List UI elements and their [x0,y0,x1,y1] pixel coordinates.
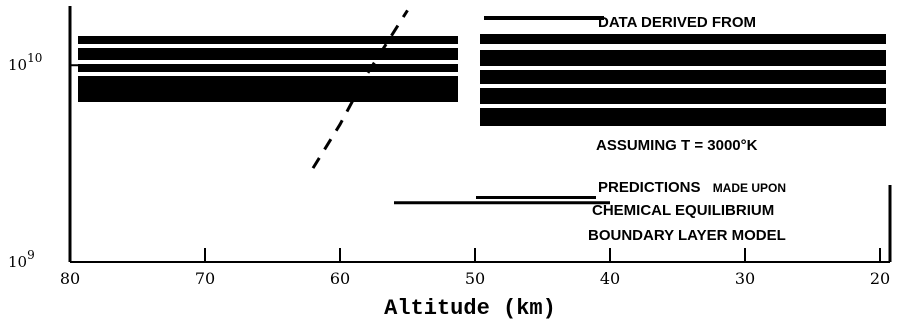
scan-artifacts [78,16,886,199]
legend: DATA DERIVED FROM ASSUMING T = 3000°K PR… [588,14,786,244]
legend-entry-0: DATA DERIVED FROM [598,14,756,31]
x-tick-label: 20 [870,269,890,288]
y-tick-label: 109 [8,248,35,271]
series-layer [311,9,610,205]
x-tick-label: 30 [735,269,755,288]
y-tick-label: 1010 [8,51,42,74]
x-tick-label: 80 [60,269,80,288]
y-tick-exponent: 10 [27,51,42,65]
legend-entry-2: PREDICTIONS MADE UPON [598,179,786,196]
x-ticks: 80 70 60 50 40 30 20 [60,248,890,288]
x-tick-label: 50 [465,269,485,288]
series-line-0 [311,9,409,169]
x-tick-label: 70 [195,269,215,288]
y-tick-exponent: 9 [27,248,35,262]
legend-entry-2-small: MADE UPON [713,181,786,195]
x-tick-label: 40 [600,269,620,288]
legend-entry-4: BOUNDARY LAYER MODEL [588,227,786,244]
legend-entry-2-main: PREDICTIONS [598,179,701,196]
x-tick-label: 60 [330,269,350,288]
legend-entry-1: ASSUMING T = 3000°K [596,137,758,154]
legend-entry-3: CHEMICAL EQUILIBRIUM [592,202,774,219]
x-axis-title: Altitude (km) [384,296,556,321]
